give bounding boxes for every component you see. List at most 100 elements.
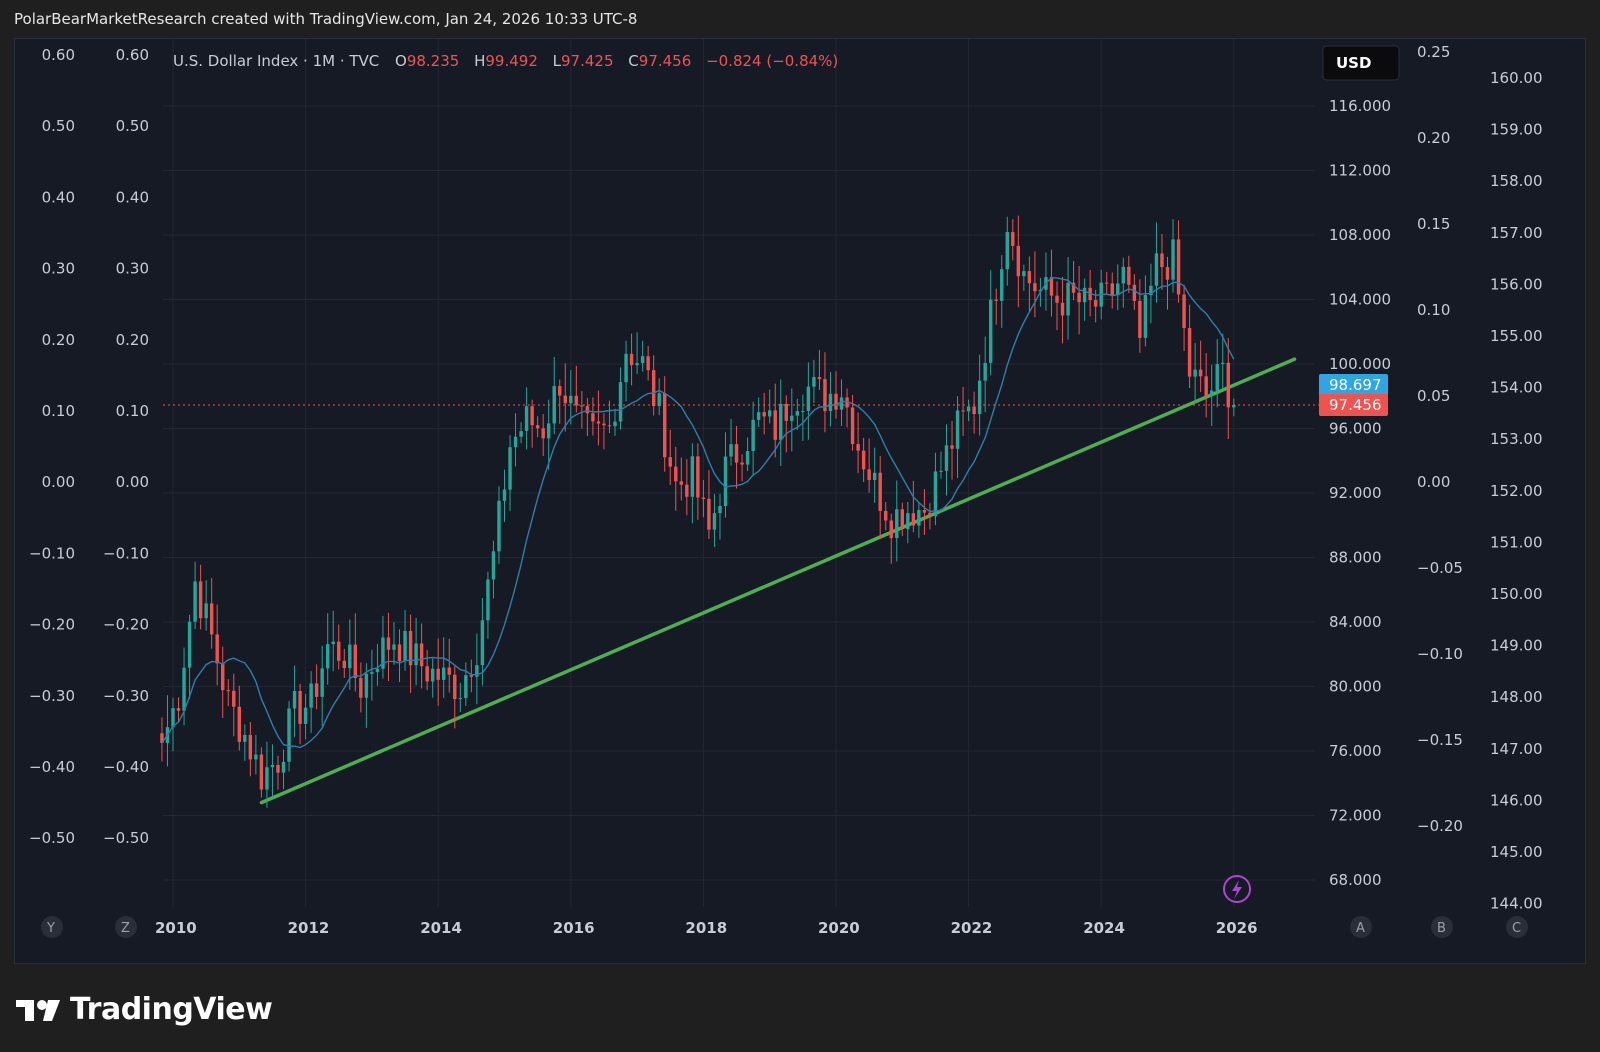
chart-frame[interactable]: 2010 2012 2014 2016 2018 2020 2022 2024 2026 116.… [14,38,1586,964]
right-axis-1-label: 0.10 [1417,301,1450,319]
candle-body [994,299,998,301]
candle-body [375,668,380,673]
candle-body [961,410,965,412]
candle-body [922,510,927,513]
price-tick-label: 88.000 [1329,549,1382,567]
candle-body [1138,300,1142,338]
axis-letter-b[interactable]: B [1431,916,1453,938]
candle-body [635,363,639,366]
lightning-icon[interactable] [1223,875,1251,903]
candle-body [751,419,755,452]
right-axis-1-label: 0.15 [1417,215,1450,233]
candle-body [546,423,551,439]
right-axis-2-label: 157.00 [1490,224,1543,242]
candle-body [221,663,225,691]
last-price-label: 97.456 [1319,394,1388,417]
candle-body [939,470,943,472]
candle-body [248,734,253,760]
left-axis-2-label: −0.30 [103,687,149,705]
right-axis-2-label: 144.00 [1490,895,1543,913]
candle-body [430,668,435,682]
candle-body [265,767,269,790]
candle-body [563,395,567,404]
candle-body [1187,328,1192,377]
candle-body [613,421,617,427]
candle-body [1165,267,1170,280]
axis-letter-a[interactable]: A [1350,916,1372,938]
price-tick-label: 100.000 [1329,355,1391,373]
x-tick-label: 2020 [818,919,860,937]
candle-body [337,641,341,661]
candle-body [1221,362,1225,365]
axes-layer: 2010 2012 2014 2016 2018 2020 2022 2024 2026 116.… [29,43,1542,937]
axis-letter-z[interactable]: Z [115,916,137,938]
candle-body [1232,405,1236,408]
candle-body [1049,277,1054,296]
candle-body [320,668,324,697]
left-axis-1-label: 0.10 [42,402,75,420]
candle-body [486,579,490,621]
candle-body [856,444,860,451]
axis-letter-c[interactable]: C [1506,916,1528,938]
candle-body [209,603,214,635]
candle-body [640,356,645,364]
right-axis-2-label: 151.00 [1490,533,1543,551]
candle-body [911,513,916,526]
candle-body [591,413,595,422]
candle-body [530,406,534,426]
right-axis-2-label: 155.00 [1490,327,1543,345]
candle-body [1176,239,1181,295]
candle-body [585,406,590,414]
left-axis-1-label: 0.60 [42,46,75,64]
candle-body [447,667,451,675]
candle-body [966,406,971,412]
candle-body [502,489,507,501]
candle-body [558,386,562,396]
candle-body [442,667,446,680]
candle-body [574,395,579,406]
candle-body [596,421,601,424]
candle-body [718,506,722,514]
price-tick-label: 104.000 [1329,291,1391,309]
axis-letter-z-label: Z [121,921,130,936]
candle-body [436,668,440,680]
candle-body [1038,289,1043,292]
candle-body [900,509,905,530]
candle-body [977,380,982,415]
candle-body [276,764,280,773]
axis-letter-b-label: B [1437,921,1446,936]
candle-body [663,393,667,458]
right-axis-2-label: 147.00 [1490,740,1543,758]
axis-letter-y[interactable]: Y [41,916,63,938]
candle-body [651,370,656,407]
candle-body [176,708,181,711]
candle-body [453,674,457,700]
right-axis-1-label: 0.05 [1417,387,1450,405]
right-axis-2-label: 154.00 [1490,379,1543,397]
candle-body [1033,283,1037,292]
candle-body [657,393,661,407]
candle-body [734,444,739,463]
candle-body [756,412,761,420]
candle-body [1149,285,1153,296]
candle-body [668,457,672,467]
candle-body [519,431,523,437]
candle-body [828,393,833,412]
candle-body [1071,282,1076,293]
support-trendline[interactable] [259,357,1297,805]
candle-body [884,510,888,521]
tradingview-logo[interactable]: TradingView [16,992,273,1027]
price-tick-label: 80.000 [1329,678,1382,696]
price-chart[interactable]: 2010 2012 2014 2016 2018 2020 2022 2024 2026 116.… [15,39,1587,965]
candle-body [629,353,634,366]
candle-body [1226,362,1230,408]
candle-body [237,706,242,742]
currency-button-label: USD [1336,54,1371,72]
right-axis-2-label: 146.00 [1490,791,1543,809]
candle-body [1204,376,1208,397]
currency-button[interactable]: USD [1322,45,1400,81]
candle-body [464,675,468,699]
candle-body [712,513,717,530]
x-tick-label: 2024 [1083,919,1125,937]
candle-body [872,472,877,481]
